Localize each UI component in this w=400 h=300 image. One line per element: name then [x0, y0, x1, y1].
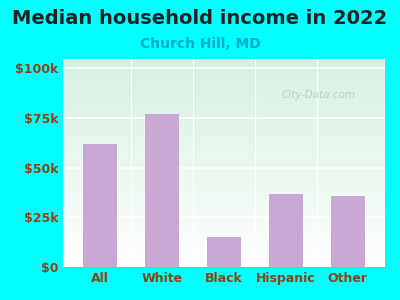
Bar: [83, 144, 117, 267]
Text: City-Data.com: City-Data.com: [282, 90, 356, 100]
Text: Church Hill, MD: Church Hill, MD: [140, 38, 260, 52]
Bar: [145, 114, 179, 267]
Bar: [331, 196, 365, 267]
Bar: [207, 237, 241, 267]
Bar: [269, 194, 303, 267]
Text: Median household income in 2022: Median household income in 2022: [12, 9, 388, 28]
